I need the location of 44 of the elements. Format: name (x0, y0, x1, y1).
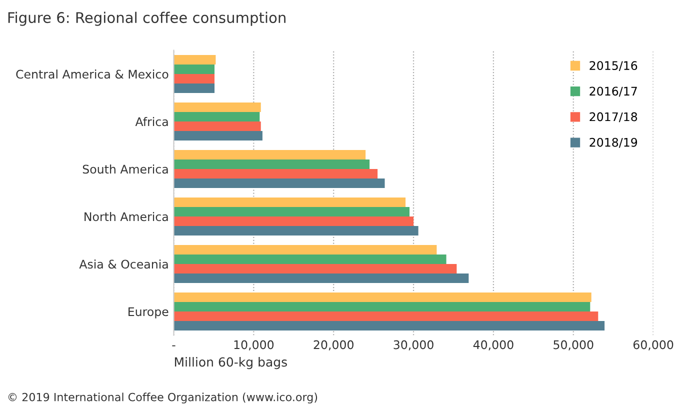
legend-label: 2016/17 (590, 86, 637, 97)
bar (174, 168, 378, 178)
x-axis-title: Million 60-kg bags (174, 357, 287, 370)
bar (174, 150, 366, 160)
legend-label: 2017/18 (590, 112, 638, 122)
bar (174, 197, 406, 207)
bar (174, 102, 261, 112)
y-tick-label: Europe (128, 307, 168, 318)
x-tick-label: 30,000 (394, 340, 434, 350)
bar (174, 273, 469, 283)
chart-title: Figure 6: Regional coffee consumption (8, 12, 286, 26)
bar (174, 122, 261, 132)
legend-label: 2015/16 (590, 61, 638, 71)
bar (174, 55, 216, 65)
bar (174, 112, 260, 122)
bar (174, 64, 215, 74)
bar (174, 292, 592, 302)
x-tick-label: - (172, 345, 176, 346)
bar (174, 320, 605, 330)
y-tick-label: Asia & Oceania (79, 259, 168, 269)
bar (174, 160, 370, 169)
bar (174, 311, 598, 321)
y-tick-label: Africa (135, 117, 168, 126)
bar (174, 302, 590, 312)
x-tick-label: 20,000 (314, 340, 354, 350)
bar (174, 131, 262, 141)
text: © 2019 International Coffee Organization (www.ico.org) (8, 392, 318, 404)
x-tick-label: 40,000 (473, 340, 514, 350)
bar (174, 216, 414, 226)
bar (174, 244, 437, 254)
bar (174, 178, 385, 188)
bar (174, 84, 215, 94)
bar (174, 226, 418, 236)
y-tick-label: Central America & Mexico (16, 70, 168, 79)
bar (174, 74, 215, 84)
x-tick-label: 50,000 (554, 340, 594, 350)
bar (174, 254, 446, 264)
x-tick-label: 10,000 (234, 340, 274, 350)
legend-label: 2018/19 (590, 138, 638, 148)
x-tick-label: 60,000 (633, 340, 674, 350)
bar (174, 264, 457, 274)
y-tick-label: South America (82, 164, 168, 174)
y-tick-label: North America (84, 212, 168, 222)
bar (174, 206, 410, 216)
